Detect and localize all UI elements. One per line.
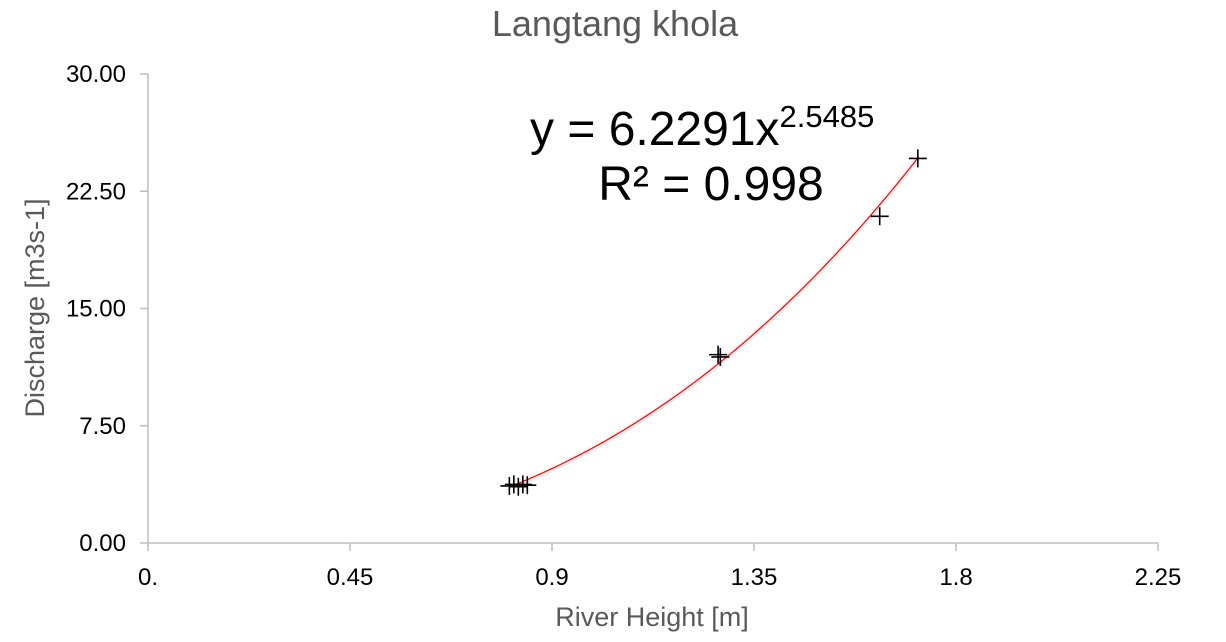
data-point	[518, 476, 537, 495]
trendline-shadow	[515, 159, 920, 488]
data-point	[709, 345, 728, 364]
trendline	[515, 157, 919, 485]
data-points	[500, 149, 927, 496]
y-axis-label: Discharge [m3s-1]	[20, 198, 50, 417]
y-tick-label: 7.50	[79, 413, 126, 440]
x-tick-label: 1.35	[731, 564, 778, 591]
chart-title: Langtang khola	[492, 3, 739, 44]
x-axis-label: River Height [m]	[555, 602, 749, 632]
y-tick-label: 30.00	[66, 61, 126, 88]
x-tick-label: 0.9	[535, 564, 568, 591]
x-tick-label: 1.8	[939, 564, 972, 591]
y-tick-label: 15.00	[66, 296, 126, 323]
equation-prefix: y = 6.2291x	[530, 103, 780, 156]
data-point	[908, 149, 927, 168]
x-tick-label: 0.	[138, 564, 158, 591]
y-tick-label: 0.00	[79, 530, 126, 557]
x-tick-label: 0.45	[327, 564, 374, 591]
trendline-r-squared: R² = 0.998	[598, 158, 823, 211]
y-tick-label: 22.50	[66, 178, 126, 205]
trendline-group	[515, 157, 920, 488]
trendline-equation: y = 6.2291x2.5485	[530, 99, 874, 156]
data-point	[870, 207, 889, 226]
axes: 0.00 7.50 15.00 22.50 30.00 0. 0.45 0.9 1.35 1.8 2…	[66, 61, 1181, 591]
equation-exponent: 2.5485	[780, 99, 875, 134]
data-point	[509, 477, 528, 496]
x-tick-label: 2.25	[1135, 564, 1182, 591]
data-point	[711, 347, 730, 366]
